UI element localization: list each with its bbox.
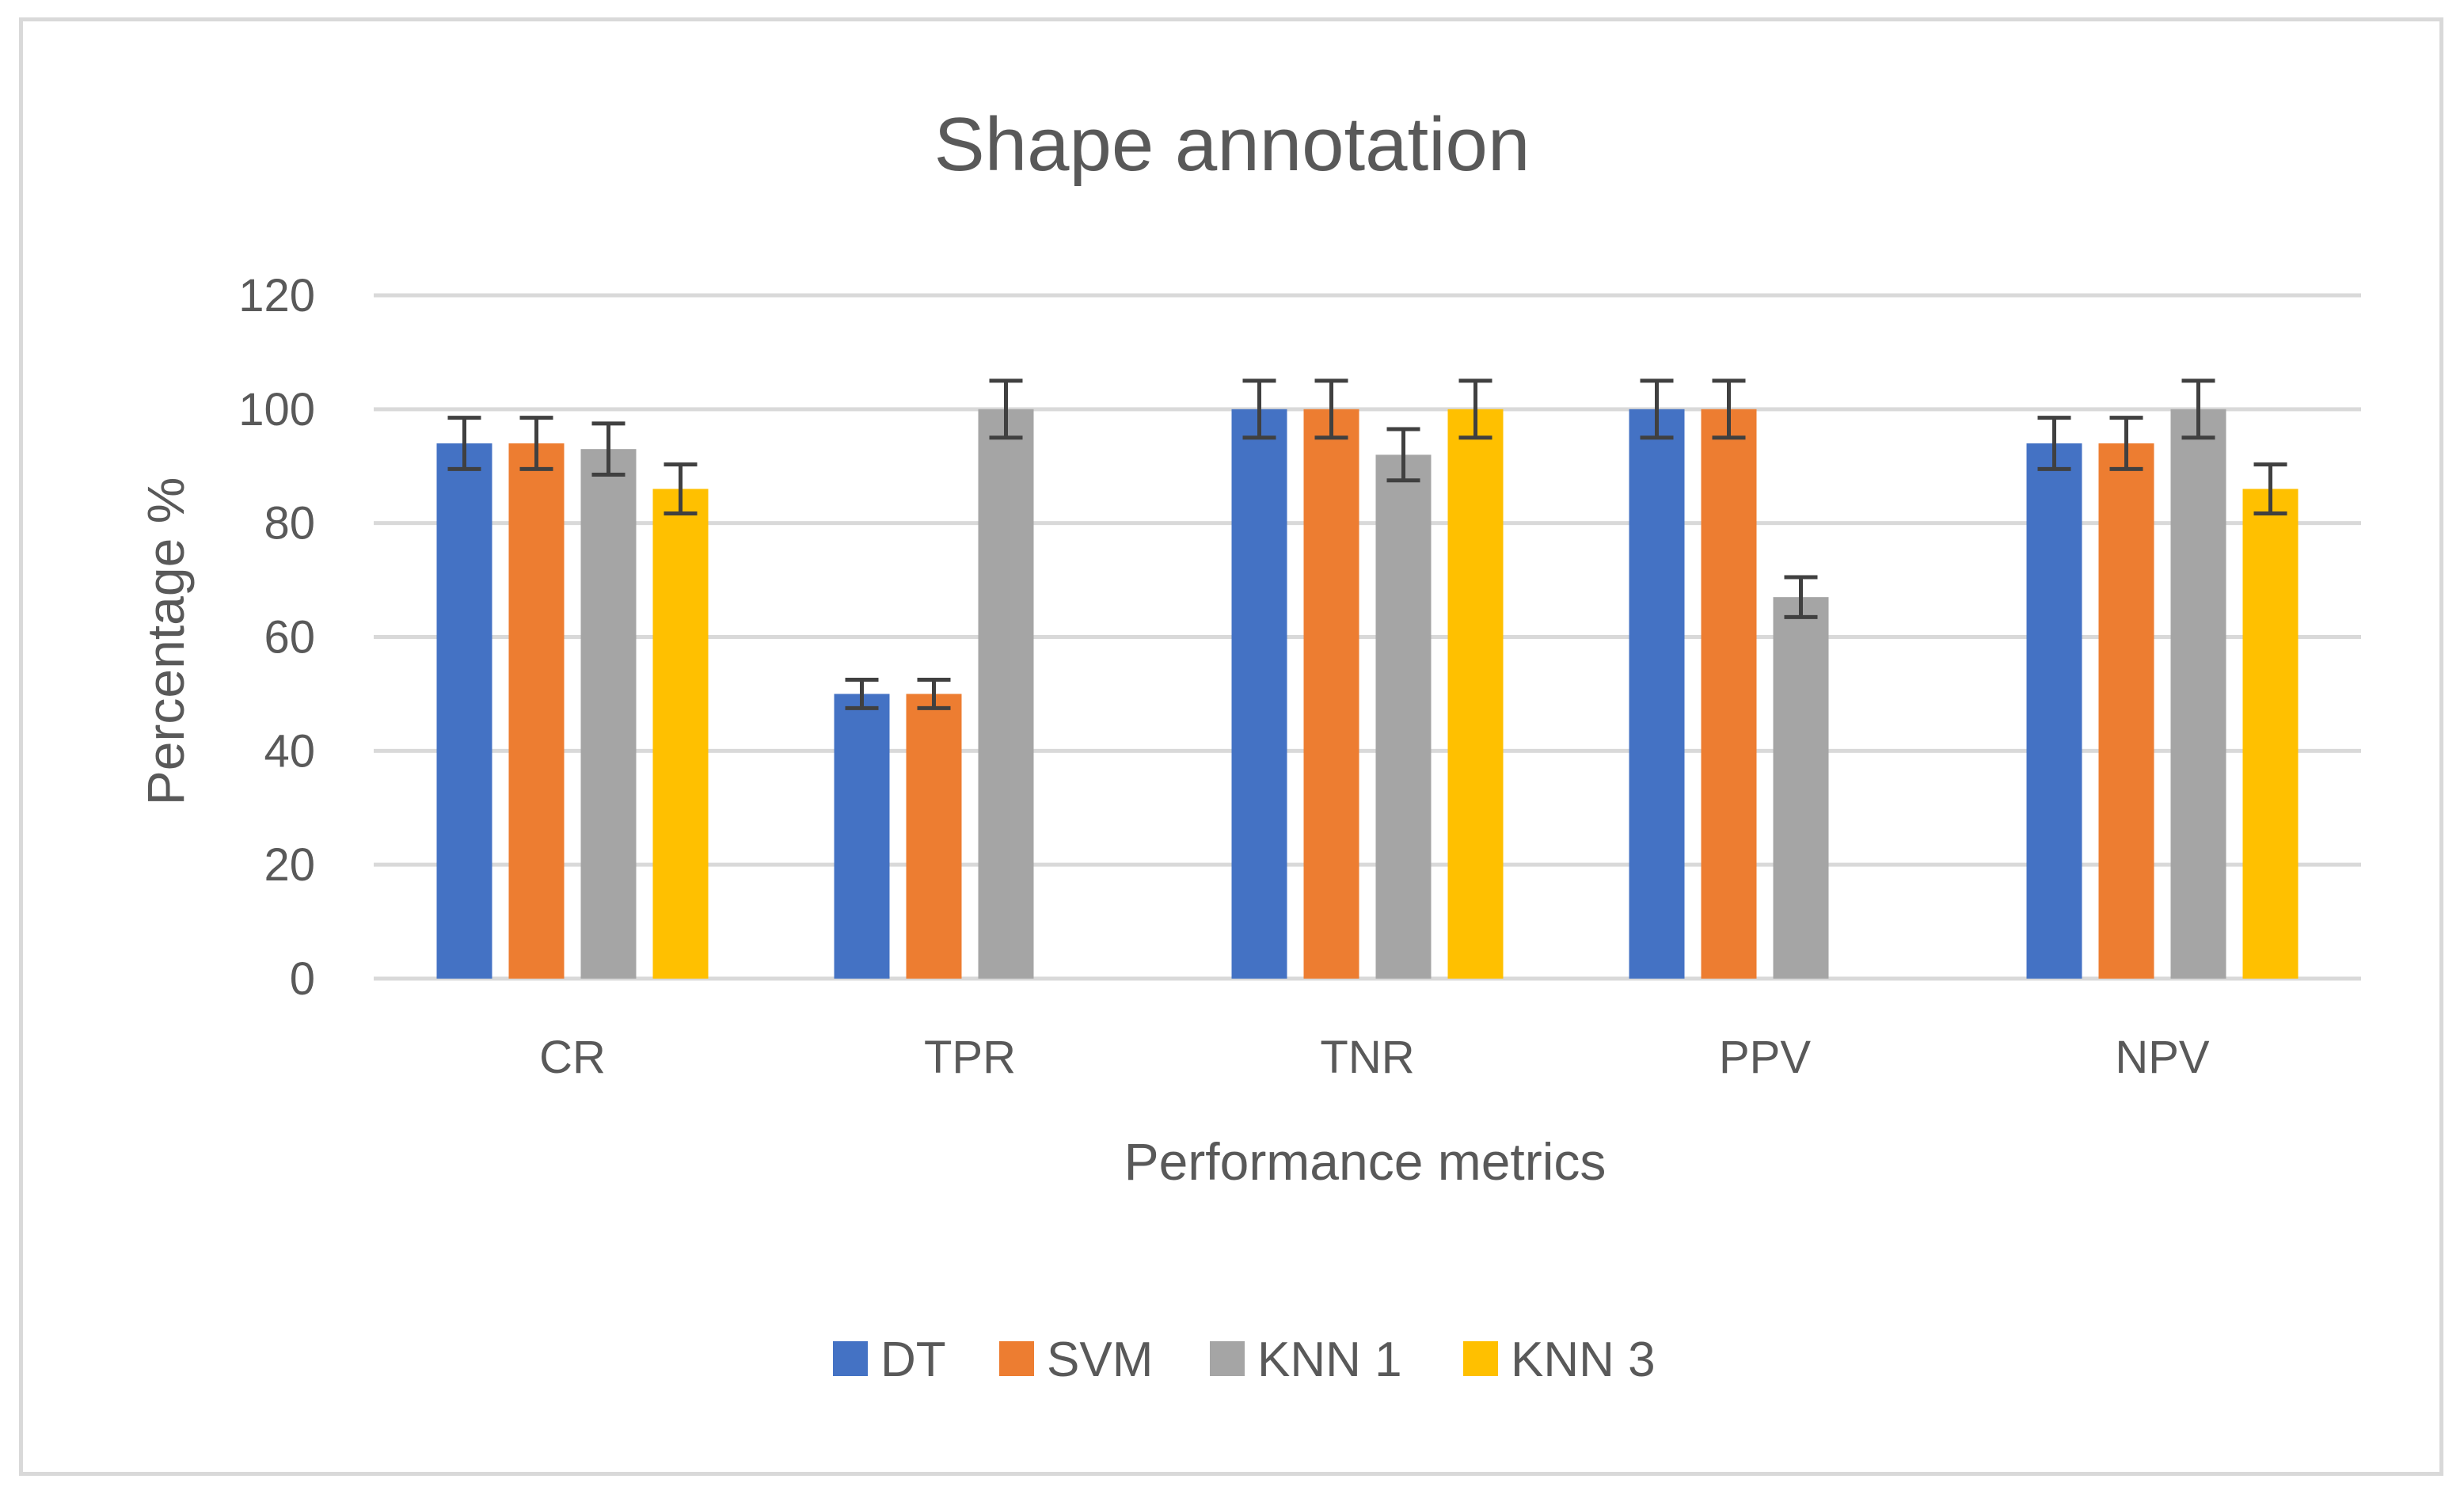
x-axis-title: Performance metrics <box>1124 1132 1607 1191</box>
legend-label: SVM <box>1047 1333 1153 1387</box>
bar-npv-knn-3 <box>2242 489 2299 979</box>
legend-item-dt: DT <box>833 1333 946 1387</box>
bar-tpr-dt <box>834 694 890 979</box>
bar-npv-dt <box>2026 443 2082 979</box>
legend-item-knn-1: KNN 1 <box>1210 1333 1402 1387</box>
legend-item-svm: SVM <box>999 1333 1153 1387</box>
bar-tnr-dt <box>1231 409 1287 979</box>
error-bar <box>989 378 1023 440</box>
error-bar <box>845 677 879 710</box>
error-bar <box>1314 378 1348 440</box>
error-bar <box>917 677 951 710</box>
error-bar <box>2109 416 2143 471</box>
error-bar <box>1458 378 1492 440</box>
x-tick-label: CR <box>539 1032 606 1083</box>
x-tick-label: TNR <box>1320 1032 1414 1083</box>
legend-swatch <box>833 1341 868 1376</box>
error-bar <box>519 416 553 471</box>
y-tick-label: 40 <box>264 725 315 777</box>
error-bar <box>1784 575 1818 619</box>
bar-cr-knn-3 <box>652 489 709 979</box>
bar-tnr-svm <box>1303 409 1359 979</box>
error-bar <box>1640 378 1674 440</box>
bar-cr-svm <box>508 443 565 979</box>
legend-swatch <box>999 1341 1034 1376</box>
x-tick-label: PPV <box>1719 1032 1811 1083</box>
error-bar <box>2181 378 2215 440</box>
error-bar <box>2253 462 2287 515</box>
y-tick-label: 20 <box>264 839 315 891</box>
y-axis-title: Percentage % <box>136 477 195 806</box>
bars <box>436 409 2299 979</box>
legend: DT SVM KNN 1 KNN 3 <box>833 1333 1656 1387</box>
error-bar <box>1712 378 1746 440</box>
chart-title: Shape annotation <box>934 102 1530 187</box>
bar-npv-svm <box>2098 443 2154 979</box>
error-bar <box>447 416 481 471</box>
legend-swatch <box>1210 1341 1245 1376</box>
bar-npv-knn-1 <box>2170 409 2226 979</box>
y-axis-ticks: 0 20 40 60 80 100 120 <box>238 270 315 1005</box>
legend-swatch <box>1463 1341 1498 1376</box>
legend-label: KNN 3 <box>1511 1333 1656 1387</box>
error-bar <box>591 421 626 477</box>
bar-tpr-knn-1 <box>978 409 1034 979</box>
bar-ppv-dt <box>1629 409 1685 979</box>
y-tick-label: 80 <box>264 498 315 549</box>
y-tick-label: 100 <box>238 384 315 435</box>
bar-cr-knn-1 <box>580 449 637 979</box>
error-bars <box>447 378 2287 710</box>
bar-ppv-knn-1 <box>1773 597 1829 979</box>
legend-item-knn-3: KNN 3 <box>1463 1333 1656 1387</box>
bar-ppv-svm <box>1701 409 1757 979</box>
legend-label: DT <box>880 1333 946 1387</box>
error-bar <box>2037 416 2071 471</box>
error-bar <box>1242 378 1276 440</box>
x-tick-label: TPR <box>924 1032 1016 1083</box>
x-tick-label: NPV <box>2115 1032 2210 1083</box>
bar-cr-dt <box>436 443 492 979</box>
error-bar <box>1386 427 1420 483</box>
bar-tpr-svm <box>906 694 962 979</box>
y-tick-label: 0 <box>290 953 315 1005</box>
bar-tnr-knn-3 <box>1447 409 1504 979</box>
y-tick-label: 120 <box>238 270 315 321</box>
legend-label: KNN 1 <box>1257 1333 1402 1387</box>
error-bar <box>664 462 698 515</box>
x-axis-ticks: CR TPR TNR PPV NPV <box>539 1032 2210 1083</box>
y-tick-label: 60 <box>264 612 315 663</box>
bar-tnr-knn-1 <box>1375 454 1432 979</box>
